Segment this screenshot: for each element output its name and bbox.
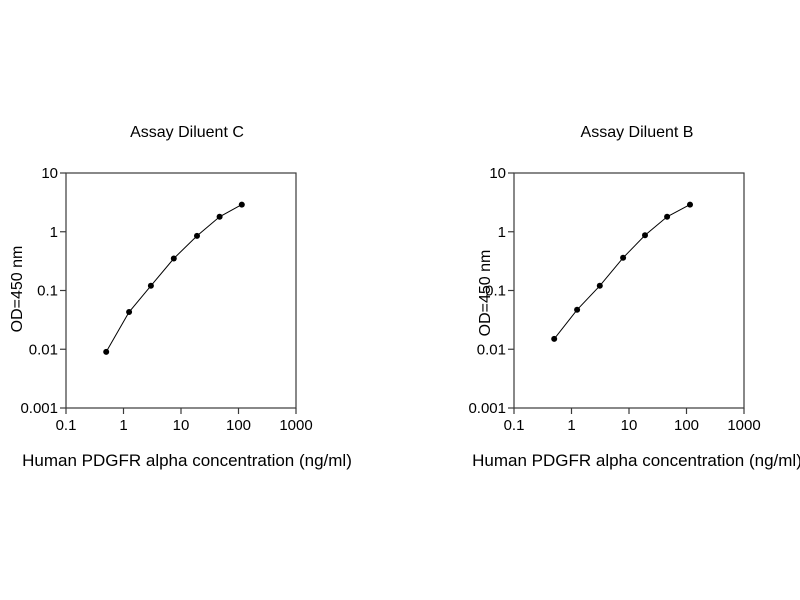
data-point	[574, 306, 581, 313]
y-tick-label: 0.1	[37, 283, 58, 300]
data-point	[620, 254, 627, 261]
x-tick-label: 0.1	[504, 417, 525, 434]
x-axis-label: Human PDGFR alpha concentration (ng/ml)	[472, 451, 800, 470]
x-tick-label: 1000	[727, 417, 760, 434]
x-tick-label: 100	[226, 417, 251, 434]
y-tick-label: 0.1	[485, 283, 506, 300]
data-point	[596, 282, 603, 289]
x-tick-label: 10	[621, 417, 638, 434]
y-tick-label: 10	[41, 165, 58, 182]
data-point	[642, 232, 648, 239]
data-point	[687, 201, 693, 208]
y-tick-label: 10	[489, 165, 506, 182]
data-point	[551, 335, 558, 342]
y-tick-label: 0.01	[477, 341, 506, 358]
data-point	[664, 213, 671, 220]
data-point	[194, 232, 200, 239]
data-point	[170, 255, 177, 262]
y-tick-label: 0.001	[468, 400, 506, 417]
y-tick-label: 1	[50, 224, 58, 241]
chart-panel-right: Assay Diluent B OD=450 nm 10 1 0.1 0.01 0.00…	[400, 0, 800, 600]
standard-curve-line	[105, 204, 243, 353]
x-tick-label: 1000	[279, 417, 312, 434]
y-tick-label: 1	[498, 224, 506, 241]
data-point	[126, 309, 133, 315]
standard-curve-line	[553, 204, 691, 340]
x-tick-label: 10	[173, 417, 190, 434]
chart-panel-left: Assay Diluent C OD=450 nm 10 1 0.1 0.01 0.00…	[9, 124, 352, 470]
plot-frame	[65, 172, 297, 409]
data-point	[147, 282, 154, 289]
x-tick-label: 0.1	[56, 417, 77, 434]
plot-frame	[513, 172, 745, 409]
data-point	[238, 201, 245, 208]
data-point	[103, 348, 110, 355]
chart-title: Assay Diluent B	[580, 124, 694, 141]
x-axis-label: Human PDGFR alpha concentration (ng/ml)	[22, 451, 352, 470]
x-tick-label: 100	[674, 417, 699, 434]
x-tick-label: 1	[119, 417, 127, 434]
y-tick-label: 0.001	[20, 400, 58, 417]
chart-title: Assay Diluent C	[130, 124, 244, 141]
y-tick-label: 0.01	[29, 341, 58, 358]
x-tick-label: 1	[567, 417, 575, 434]
data-point	[216, 213, 223, 220]
